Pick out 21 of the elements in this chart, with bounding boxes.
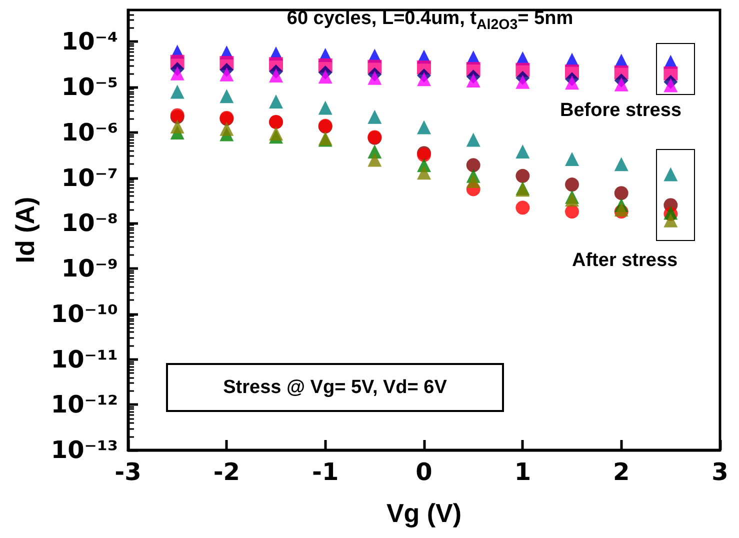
annotation: Before stress: [560, 100, 682, 121]
y-tick-label: 10⁻¹²: [50, 390, 118, 419]
y-axis-title: Id (A): [10, 196, 40, 264]
y-tick-label: 10⁻⁷: [61, 164, 118, 192]
x-axis-title: Vg (V): [386, 498, 462, 528]
y-tick-label: 10⁻⁴: [61, 28, 118, 56]
y-tick-label: 10⁻⁵: [61, 73, 118, 102]
x-tick-label: 0: [416, 458, 432, 486]
x-tick-label: 1: [514, 458, 532, 486]
annotation: Stress @ Vg= 5V, Vd= 6V: [223, 377, 447, 398]
y-tick-label: 10⁻¹⁰: [50, 300, 118, 328]
x-tick-label: 3: [712, 458, 728, 486]
y-tick-label: 10⁻⁹: [61, 254, 118, 283]
y-tick-label: 10⁻⁶: [61, 118, 118, 146]
y-tick-label: 10⁻¹¹: [50, 345, 118, 374]
x-tick-label: -1: [312, 458, 339, 486]
chart-title: 60 cycles, L=0.4um, t$_{Al2O3}$= 5nm: [286, 8, 574, 33]
x-tick-label: -2: [213, 458, 240, 486]
x-tick-label: 2: [612, 458, 630, 486]
annotation: After stress: [572, 250, 678, 271]
y-tick-label: 10⁻⁸: [61, 209, 118, 238]
